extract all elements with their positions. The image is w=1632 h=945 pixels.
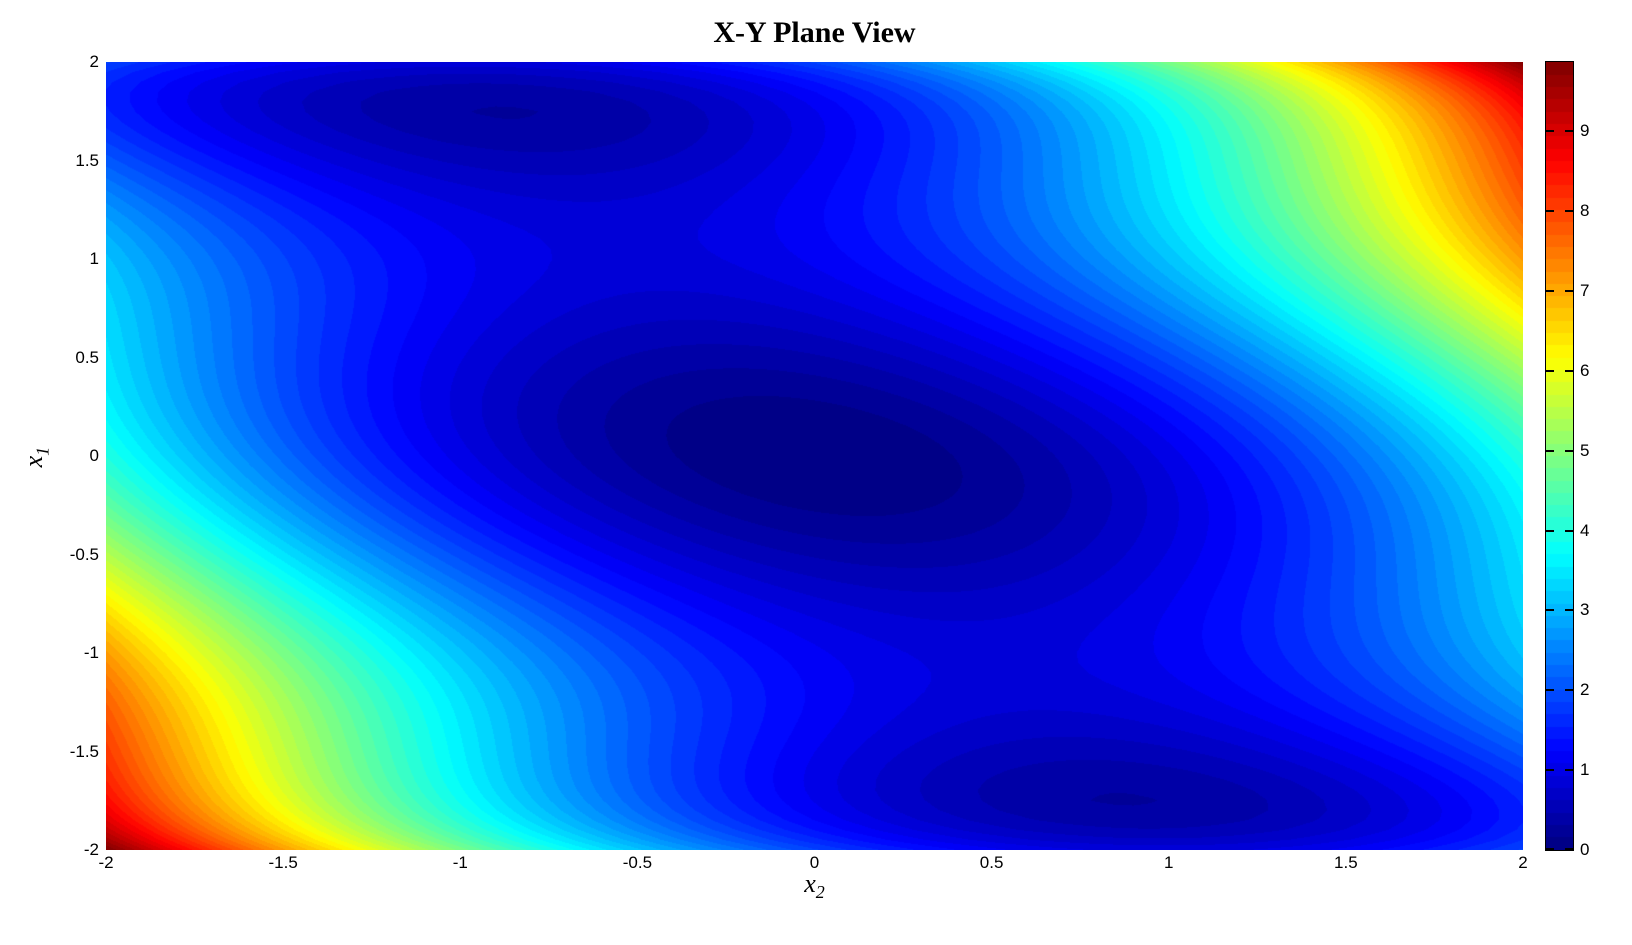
x-tick-label: 0	[809, 853, 820, 872]
x-tick-label: 2	[1518, 853, 1528, 872]
colorbar-tick-mark	[1546, 289, 1554, 292]
colorbar-tick-label: 7	[1580, 280, 1590, 300]
colorbar-tick-label: 9	[1580, 121, 1590, 141]
colorbar-tick-mark	[1565, 848, 1573, 850]
x-tick-label: -0.5	[622, 853, 653, 872]
y-axis-label: x1	[19, 447, 53, 468]
colorbar-tick-mark	[1565, 210, 1573, 213]
x-axis-label-subscript: 2	[815, 882, 825, 903]
colorbar-tick-label: 8	[1580, 201, 1590, 221]
colorbar-tick-mark	[1546, 369, 1554, 372]
colorbar-tick-mark	[1546, 449, 1554, 452]
y-tick-label: 0	[89, 446, 99, 465]
colorbar-tick-mark	[1546, 769, 1554, 772]
colorbar-tick-label: 5	[1580, 440, 1590, 460]
y-tick-label: 1	[89, 249, 99, 268]
x-tick-label: -1	[452, 853, 468, 872]
x-tick-label: 1	[1164, 853, 1174, 872]
colorbar-tick-mark	[1565, 609, 1573, 612]
y-axis-label-base: x	[19, 455, 49, 468]
y-tick-label: -2	[83, 840, 99, 859]
colorbar-tick-mark	[1546, 848, 1554, 850]
y-tick-label: 1.5	[75, 150, 99, 170]
colorbar-tick-label: 1	[1580, 760, 1590, 780]
x-tick-label: 1.5	[1334, 853, 1358, 872]
colorbar-tick-mark	[1546, 529, 1554, 532]
chart-title: X-Y Plane View	[713, 16, 916, 49]
colorbar-tick-mark	[1565, 689, 1573, 692]
colorbar-tick-label: 2	[1580, 680, 1590, 700]
x-tick-label: -2	[98, 853, 114, 872]
y-tick-label: 2	[89, 52, 99, 71]
x-axis-label: x2	[106, 869, 1523, 903]
colorbar-canvas	[1545, 61, 1574, 851]
x-tick-label: -1.5	[268, 853, 298, 872]
colorbar-tick-mark	[1565, 289, 1573, 292]
x-tick-label: 0.5	[979, 853, 1004, 872]
y-axis-label-subscript: 1	[32, 446, 53, 456]
colorbar-tick-mark	[1565, 769, 1573, 772]
y-tick-label: -0.5	[69, 544, 99, 564]
colorbar-tick-label: 3	[1580, 600, 1590, 620]
colorbar-tick-mark	[1546, 689, 1554, 692]
colorbar-tick-label: 6	[1580, 360, 1590, 380]
colorbar-tick-label: 0	[1580, 840, 1590, 859]
colorbar-tick-mark	[1565, 449, 1573, 452]
colorbar-tick-mark	[1546, 210, 1554, 213]
y-tick-label: 0.5	[75, 347, 99, 367]
x-axis-label-base: x	[804, 869, 816, 898]
colorbar-tick-mark	[1565, 130, 1573, 133]
y-tick-label: -1.5	[69, 741, 99, 761]
contour-plot-canvas	[106, 62, 1523, 850]
y-tick-label: -1	[83, 643, 99, 662]
colorbar-tick-mark	[1565, 529, 1573, 532]
colorbar-tick-mark	[1546, 130, 1554, 133]
colorbar-tick-mark	[1546, 609, 1554, 612]
colorbar-tick-mark	[1565, 369, 1573, 372]
colorbar-tick-label: 4	[1580, 520, 1590, 540]
